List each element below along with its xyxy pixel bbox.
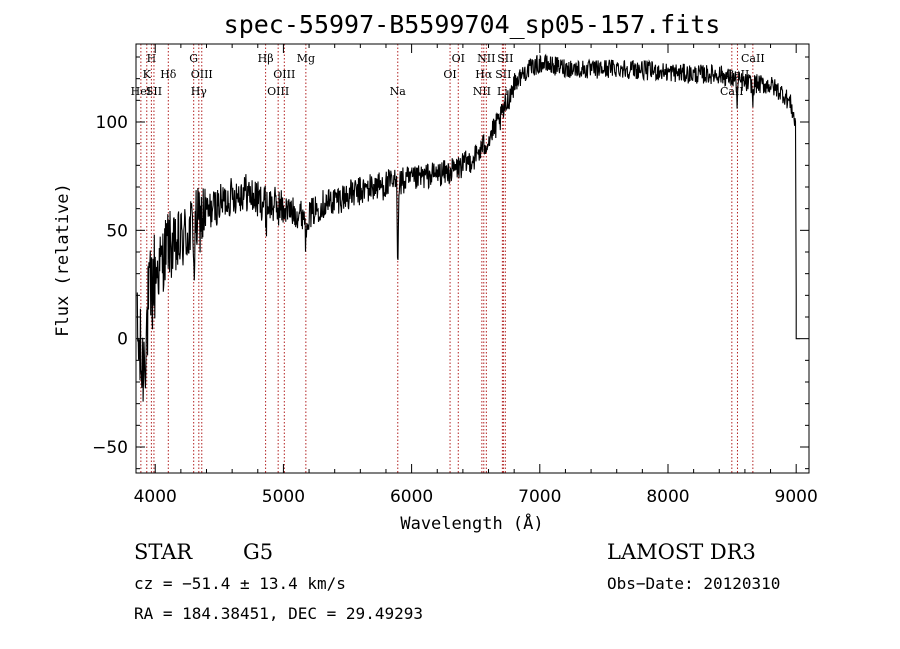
line-marker-label: OIII bbox=[267, 85, 289, 98]
line-marker-label: OI bbox=[443, 68, 456, 81]
redshift-cz: cz = −51.4 ± 13.4 km/s bbox=[134, 574, 346, 593]
line-marker-label: NII bbox=[473, 85, 491, 98]
line-marker-label: OIII bbox=[273, 68, 295, 81]
y-tick-label: 0 bbox=[117, 330, 128, 350]
x-tick-label: 8000 bbox=[646, 487, 689, 507]
coordinates: RA = 184.38451, DEC = 29.49293 bbox=[134, 604, 423, 623]
line-marker-label: Hδ bbox=[160, 68, 177, 81]
line-marker-label: CaII bbox=[720, 85, 744, 98]
line-marker-label: Li bbox=[497, 85, 508, 98]
x-tick-label: 4000 bbox=[134, 487, 177, 507]
x-tick-label: 6000 bbox=[390, 487, 433, 507]
line-marker-label: Na bbox=[390, 85, 407, 98]
line-marker-label: NII bbox=[477, 52, 495, 65]
y-tick-label: −50 bbox=[92, 438, 128, 458]
plot-frame bbox=[135, 43, 810, 474]
x-axis-label: Wavelength (Å) bbox=[400, 512, 543, 534]
line-marker-label: Hβ bbox=[258, 52, 274, 65]
line-marker-label: OIII bbox=[191, 68, 213, 81]
x-tick-label: 9000 bbox=[775, 487, 818, 507]
object-subclass: G5 bbox=[243, 540, 273, 564]
obs-date: Obs−Date: 20120310 bbox=[607, 574, 780, 593]
line-marker-label: SII bbox=[146, 85, 162, 98]
spectrum-line bbox=[136, 53, 800, 402]
survey-name: LAMOST DR3 bbox=[607, 540, 756, 564]
axis-ticks: 4000 5000 6000 7000 8000 9000 −50 0 50 100 bbox=[92, 44, 818, 507]
line-marker-label: Mg bbox=[297, 52, 315, 65]
chart-title: spec-55997-B5599704_sp05-157.fits bbox=[224, 10, 721, 39]
line-marker-label: OI bbox=[452, 52, 465, 65]
x-tick-label: 7000 bbox=[518, 487, 561, 507]
object-class: STAR bbox=[134, 540, 193, 564]
y-tick-label: 50 bbox=[106, 221, 128, 241]
line-marker-label: SII bbox=[497, 52, 513, 65]
line-marker-label: K bbox=[143, 68, 152, 81]
line-marker-group: HeIKHSIIHδGHγOIIIHβOIIIOIIIMgNaOIOINIIHα… bbox=[131, 44, 765, 473]
spectrum-trace-group bbox=[136, 53, 800, 402]
line-marker-label: CaII bbox=[741, 52, 765, 65]
line-marker-label: SII bbox=[495, 68, 511, 81]
line-marker-label: Hγ bbox=[191, 85, 208, 98]
line-marker-label: Hα bbox=[475, 68, 493, 81]
y-tick-label: 100 bbox=[96, 113, 128, 133]
line-marker-label: H bbox=[147, 52, 157, 65]
line-marker-label: G bbox=[189, 52, 198, 65]
x-tick-label: 5000 bbox=[262, 487, 305, 507]
y-axis-label: Flux (relative) bbox=[53, 183, 73, 337]
